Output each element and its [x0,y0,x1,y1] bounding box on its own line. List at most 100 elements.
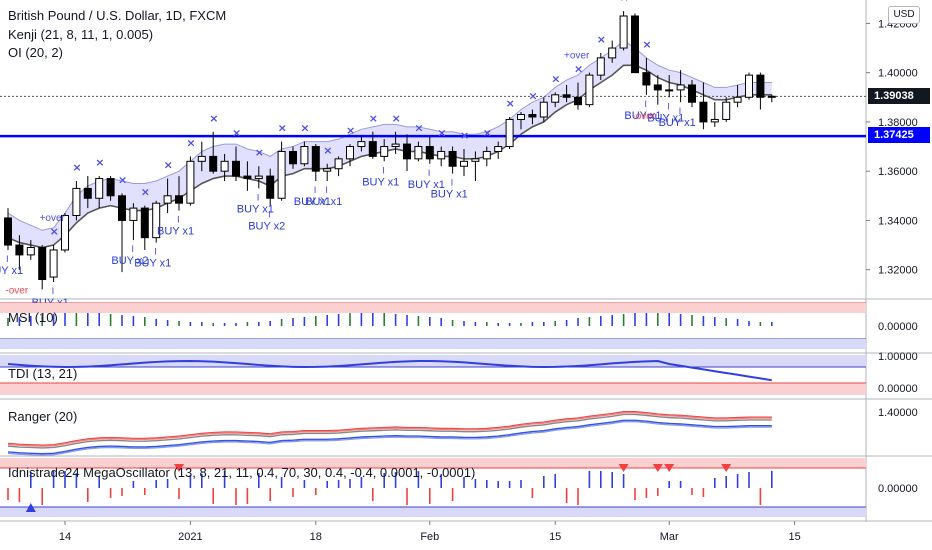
candle-body [83,187,92,199]
indicator-oi-label[interactable]: OI (20, 2) [8,45,63,60]
y-tick-label: 1.32000 [878,265,918,277]
ranger-line [7,413,772,449]
osc-bar [679,481,682,488]
msi-bar [212,323,214,326]
msi-bar [360,313,363,326]
msi-bar [155,319,157,326]
buy-signal-mark: I [679,107,682,117]
osc-bar [565,488,568,503]
msi-bar [554,321,556,326]
msi-bar [486,322,488,326]
symbol-title: British Pound / U.S. Dollar, 1D, FXCM [8,8,227,23]
osc-bar [132,481,135,488]
osc-bar [326,481,328,488]
candle-body [437,150,446,160]
osc-bar [691,488,693,495]
osc-bar [349,479,351,488]
buy-label: BUY x1 [624,110,661,122]
osc-bar [235,488,237,505]
buy-label: BUY x1 [408,179,445,191]
osc-bar [474,479,477,488]
osc-bar [155,480,157,488]
msi-bar [725,318,727,326]
candle-body [391,143,400,148]
oscillator-panel-label[interactable]: Idnistrade24 MegaOscillator (13, 8, 21, … [8,465,476,480]
candle-body [334,158,343,170]
tdi-panel-label[interactable]: TDI (13, 21) [8,366,78,381]
osc-bar [201,474,203,488]
msi-bar [531,322,534,326]
candle-body [49,249,58,278]
ranger-panel-label[interactable]: Ranger (20) [8,409,78,424]
candle-body [699,101,708,123]
cross-marker: × [346,124,355,137]
osc-bar [520,480,522,488]
cross-marker: × [186,136,195,149]
level-price-tag: 1.37425 [868,127,930,143]
indicator-kenji-label[interactable]: Kenji (21, 8, 11, 1, 0.005) [8,27,154,42]
osc-bar [394,472,397,488]
buy-signal-mark: I [451,179,454,189]
cross-marker: × [620,0,629,4]
osc-bar [714,478,716,488]
osc-bar [52,471,55,488]
msi-bar [223,323,226,326]
osc-bar [622,474,625,488]
buy-signal-mark: I [314,186,317,196]
msi-bar [429,317,431,326]
candle-body [118,195,126,221]
candle-body [403,143,411,160]
buy-label: BUY x1 [237,203,274,215]
osc-sell-triangle [721,464,732,472]
osc-bar [657,488,659,496]
last-price-tag: 1.39038 [868,88,930,104]
currency-button[interactable]: USD [888,6,920,24]
buy-label: BUY x2 [248,221,285,233]
osc-bar [269,488,271,501]
osc-bar [7,488,9,500]
cross-marker: × [528,90,537,103]
msi-bar [326,315,328,326]
msi-bar [440,318,442,326]
over-label: -over [5,286,28,297]
cross-marker: × [392,112,401,125]
candle-body [368,141,377,157]
msi-bar [372,313,374,326]
msi-panel-label[interactable]: MSI (10) [8,310,58,325]
osc-bar [121,488,123,496]
cross-marker: × [50,225,59,238]
candle-body [494,146,503,152]
cross-marker: × [232,127,241,140]
x-tick-label: Feb [420,531,439,543]
cross-marker: × [369,112,378,125]
msi-bar [18,317,21,326]
cross-marker: × [300,122,309,135]
cross-marker: × [574,63,583,76]
msi-bar [417,316,420,326]
candle-body [289,150,297,165]
buy-label: BUY x1 [294,196,331,208]
cross-marker: × [414,122,423,135]
buy-signal-mark: I [325,186,328,196]
buy-label: BUY x1 [659,117,696,129]
cross-marker: × [323,144,332,157]
over-label: +over [564,51,590,62]
tdi-line [7,360,772,382]
osc-bar [280,477,283,488]
osc-bar [246,488,249,504]
buy-signal-mark: I [644,100,647,110]
buy-label: BUY x2 [111,255,148,267]
msi-bar [588,317,591,326]
osc-bar [383,473,385,488]
osc-bar [360,477,363,488]
candle-body [722,101,731,120]
candle-body [619,15,628,49]
osc-bar [64,471,66,488]
buy-signal-mark: I [428,169,431,179]
x-tick-label: 15 [549,531,561,543]
osc-bar [429,488,431,504]
candle-body [585,74,594,106]
buy-signal-mark: I [131,245,134,255]
ranger-line [7,411,772,447]
